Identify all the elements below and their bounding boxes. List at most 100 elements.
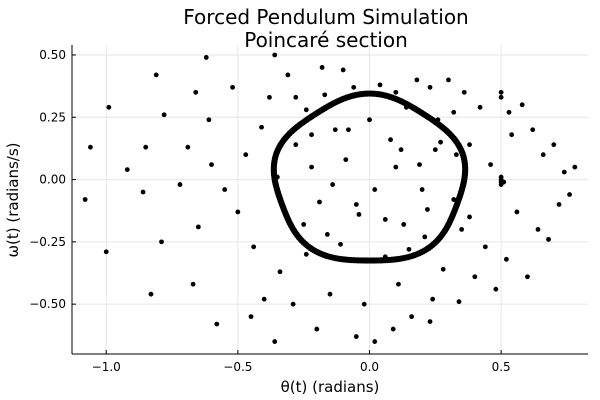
data-point bbox=[467, 142, 472, 148]
data-point bbox=[425, 207, 430, 212]
ring-point bbox=[460, 178, 467, 185]
y-tick-label: 0.25 bbox=[39, 110, 66, 124]
data-point bbox=[401, 222, 407, 227]
data-point bbox=[82, 197, 88, 202]
data-point bbox=[382, 217, 388, 222]
data-point bbox=[498, 174, 504, 180]
data-point bbox=[293, 142, 299, 148]
data-point bbox=[222, 187, 228, 192]
y-tick-label: 0.00 bbox=[39, 173, 66, 187]
data-point bbox=[230, 84, 235, 90]
data-point bbox=[303, 107, 309, 113]
data-point bbox=[106, 104, 112, 110]
data-point bbox=[272, 52, 278, 58]
data-point bbox=[259, 124, 264, 130]
data-point bbox=[546, 236, 551, 242]
data-point bbox=[340, 67, 346, 73]
data-point bbox=[303, 251, 309, 257]
data-point bbox=[353, 334, 359, 339]
data-point bbox=[422, 234, 428, 240]
data-point bbox=[414, 107, 420, 113]
data-point bbox=[372, 187, 378, 192]
x-tick-label: 0.0 bbox=[360, 360, 379, 374]
data-point bbox=[498, 94, 504, 100]
attractor-ring bbox=[270, 90, 469, 264]
chart-subtitle: Poincaré section bbox=[244, 28, 408, 52]
data-point bbox=[319, 65, 325, 70]
y-tick-label: −0.25 bbox=[29, 235, 66, 249]
data-point bbox=[290, 301, 296, 307]
data-point bbox=[330, 182, 336, 187]
data-point bbox=[103, 249, 109, 255]
data-point bbox=[327, 291, 333, 297]
data-point bbox=[277, 269, 283, 275]
data-point bbox=[343, 157, 349, 163]
data-point bbox=[461, 89, 467, 95]
data-point bbox=[356, 212, 362, 217]
data-point bbox=[267, 94, 272, 100]
data-point bbox=[203, 55, 209, 60]
y-tick-label: 0.50 bbox=[39, 48, 66, 62]
data-point bbox=[451, 197, 457, 202]
data-point bbox=[193, 89, 199, 95]
data-point bbox=[382, 254, 388, 260]
data-point bbox=[446, 77, 451, 83]
data-point bbox=[525, 274, 530, 280]
data-point bbox=[390, 326, 396, 332]
data-point bbox=[530, 127, 536, 133]
data-point bbox=[453, 152, 459, 158]
data-point bbox=[572, 164, 578, 170]
data-point bbox=[317, 199, 322, 205]
data-point bbox=[519, 102, 525, 108]
data-point bbox=[435, 117, 441, 123]
data-point bbox=[367, 117, 372, 123]
data-point bbox=[361, 301, 367, 307]
y-axis-label: ω(t) (radians/s) bbox=[4, 142, 22, 257]
data-point bbox=[324, 231, 330, 237]
data-point bbox=[301, 222, 307, 227]
data-point bbox=[493, 286, 499, 292]
data-point bbox=[159, 239, 164, 245]
data-point bbox=[314, 326, 320, 332]
data-point bbox=[482, 244, 488, 250]
data-point bbox=[322, 92, 328, 98]
data-point bbox=[456, 299, 462, 305]
data-point bbox=[419, 187, 425, 192]
data-point bbox=[351, 84, 357, 90]
data-point bbox=[488, 162, 493, 168]
data-point bbox=[195, 224, 201, 230]
data-point bbox=[417, 162, 422, 168]
data-point bbox=[506, 109, 512, 115]
data-point bbox=[124, 167, 130, 172]
data-point bbox=[346, 127, 351, 133]
data-point bbox=[551, 142, 557, 148]
data-point bbox=[427, 319, 433, 325]
data-point bbox=[467, 214, 472, 220]
data-point bbox=[88, 144, 93, 150]
data-point bbox=[377, 82, 383, 88]
data-point bbox=[503, 256, 509, 262]
y-tick-label: −0.50 bbox=[29, 297, 66, 311]
data-point bbox=[143, 144, 149, 150]
data-point bbox=[388, 137, 393, 143]
data-point bbox=[248, 314, 254, 320]
data-point bbox=[209, 162, 214, 168]
data-point bbox=[309, 164, 314, 170]
data-point bbox=[406, 246, 412, 252]
data-point bbox=[409, 314, 415, 320]
data-point bbox=[556, 202, 562, 207]
data-point bbox=[148, 291, 154, 297]
data-points bbox=[82, 52, 578, 344]
data-point bbox=[427, 84, 433, 90]
data-point bbox=[243, 152, 249, 158]
data-point bbox=[438, 139, 443, 145]
data-point bbox=[161, 112, 167, 118]
data-point bbox=[393, 164, 399, 170]
data-point bbox=[396, 281, 401, 287]
data-point bbox=[567, 192, 572, 197]
data-point bbox=[235, 209, 241, 215]
data-point bbox=[251, 244, 257, 250]
data-point bbox=[414, 77, 420, 83]
